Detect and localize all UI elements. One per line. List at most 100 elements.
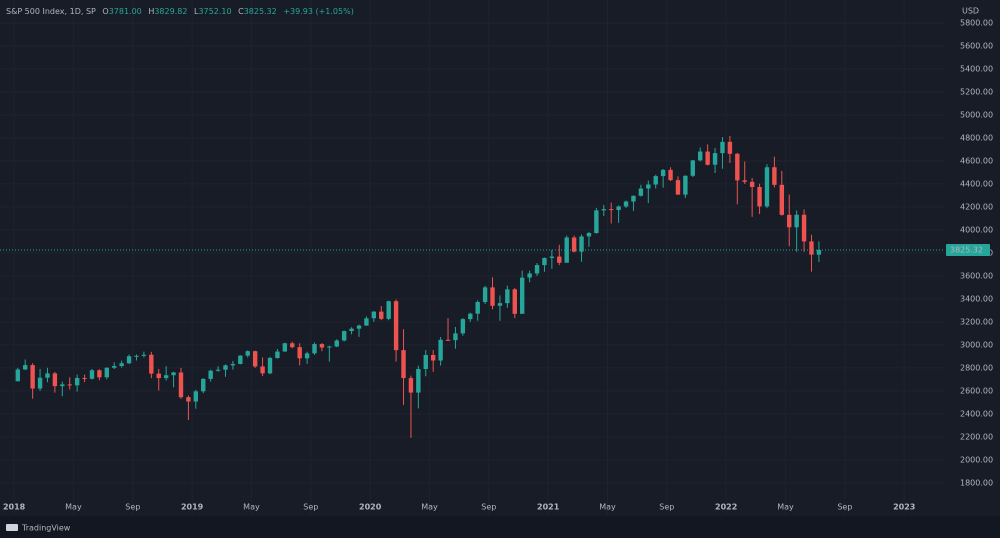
- candle-body: [238, 355, 243, 364]
- candle-body: [453, 333, 458, 341]
- brand-name: TradingView: [21, 524, 71, 533]
- candle-body: [653, 176, 658, 185]
- last-price-label: 3825.32: [950, 245, 983, 254]
- candle-body: [801, 214, 807, 242]
- brand-logo: [6, 524, 18, 531]
- x-tick-label: Sep: [303, 503, 318, 512]
- candle-body: [712, 153, 718, 165]
- candle-body: [341, 331, 347, 341]
- x-tick-label: Sep: [659, 503, 674, 512]
- y-tick-label: 4400.00: [960, 179, 993, 188]
- y-tick-label: 5600.00: [960, 41, 993, 50]
- candle-body: [720, 141, 725, 154]
- candle-body: [809, 241, 814, 255]
- ohlc-value: 3752.10: [198, 7, 231, 16]
- candle-body: [646, 184, 651, 189]
- y-tick-label: 5000.00: [960, 110, 993, 119]
- candle-body: [505, 289, 510, 304]
- candle-body: [742, 180, 747, 182]
- x-tick-label: Sep: [837, 503, 852, 512]
- x-tick-label: 2018: [3, 503, 26, 512]
- grid: [0, 0, 945, 515]
- candle-body: [223, 365, 228, 370]
- candle-body: [119, 363, 124, 367]
- candle-body: [82, 377, 87, 379]
- candle-body: [282, 343, 288, 352]
- ohlc-value: 3825.32: [244, 7, 277, 16]
- candle-body: [557, 256, 562, 263]
- candle-body: [201, 378, 206, 392]
- y-tick-label: 5800.00: [960, 18, 993, 27]
- y-tick-label: 3400.00: [960, 294, 993, 303]
- y-tick-label: 3000.00: [960, 340, 993, 349]
- candle-body: [356, 325, 362, 329]
- candle-body: [527, 273, 532, 278]
- y-tick-label: 3200.00: [960, 317, 993, 326]
- y-tick-label: 2000.00: [960, 455, 993, 464]
- candle-body: [208, 370, 213, 379]
- candle-body: [97, 370, 102, 378]
- ohlc-value: 3781.00: [109, 7, 142, 16]
- candle-body: [215, 369, 221, 371]
- candle-body: [579, 236, 584, 252]
- candle-body: [787, 214, 792, 228]
- x-tick-label: May: [243, 503, 260, 512]
- x-tick-label: 2023: [893, 503, 915, 512]
- candle-body: [156, 373, 161, 379]
- y-tick-label: 3600.00: [960, 271, 993, 280]
- candle-body: [89, 370, 95, 379]
- candle-body: [245, 351, 250, 356]
- candle-body: [401, 350, 406, 379]
- candle-body: [705, 151, 710, 165]
- candle-body: [304, 353, 310, 359]
- candle-body: [779, 184, 785, 215]
- y-tick-label: 4600.00: [960, 156, 993, 165]
- candle-body: [23, 365, 28, 370]
- y-tick-label: 2200.00: [960, 432, 993, 441]
- x-tick-label: 2020: [359, 503, 382, 512]
- candle-body: [74, 377, 80, 386]
- candle-body: [519, 277, 525, 314]
- candle-body: [698, 151, 703, 161]
- last-price-box: [946, 243, 990, 256]
- x-tick-label: May: [65, 503, 82, 512]
- x-tick-label: Sep: [125, 503, 140, 512]
- overlay: 1800.00 2000.00 2200.00 2400.00 2600.00 2800.…: [0, 18, 993, 512]
- candle-body: [512, 289, 517, 314]
- candle-body: [312, 344, 317, 354]
- candle-body: [112, 366, 117, 368]
- candle-body: [408, 378, 414, 393]
- candle-body: [675, 180, 681, 195]
- ohlc-label: C: [238, 7, 244, 16]
- x-tick-label: May: [599, 503, 616, 512]
- candle-body: [319, 344, 325, 348]
- candle-body: [638, 188, 644, 196]
- candle-body: [594, 210, 599, 234]
- candle-body: [393, 301, 399, 351]
- candle-body: [297, 347, 302, 359]
- candle-body: [735, 153, 740, 181]
- candle-body: [683, 175, 688, 195]
- y-tick-label: 5200.00: [960, 87, 993, 96]
- candle-body: [616, 206, 621, 211]
- candle-body: [482, 287, 488, 302]
- candle-body: [327, 346, 332, 348]
- candle-body: [371, 311, 377, 319]
- x-tick-label: May: [421, 503, 438, 512]
- y-tick-label: 1800.00: [960, 478, 993, 487]
- candle-body: [178, 372, 184, 398]
- candle-body: [757, 187, 762, 207]
- candle-body: [490, 287, 495, 306]
- candles: [15, 135, 822, 438]
- y-tick-label: 4200.00: [960, 202, 993, 211]
- currency: USD: [962, 7, 979, 16]
- y-tick-label: 5400.00: [960, 64, 993, 73]
- candle-body: [609, 209, 614, 211]
- candle-body: [141, 354, 147, 356]
- x-tick-label: Sep: [481, 503, 496, 512]
- ohlc-label: O: [102, 7, 108, 16]
- candle-body: [149, 354, 154, 374]
- x-tick-label: 2019: [181, 503, 204, 512]
